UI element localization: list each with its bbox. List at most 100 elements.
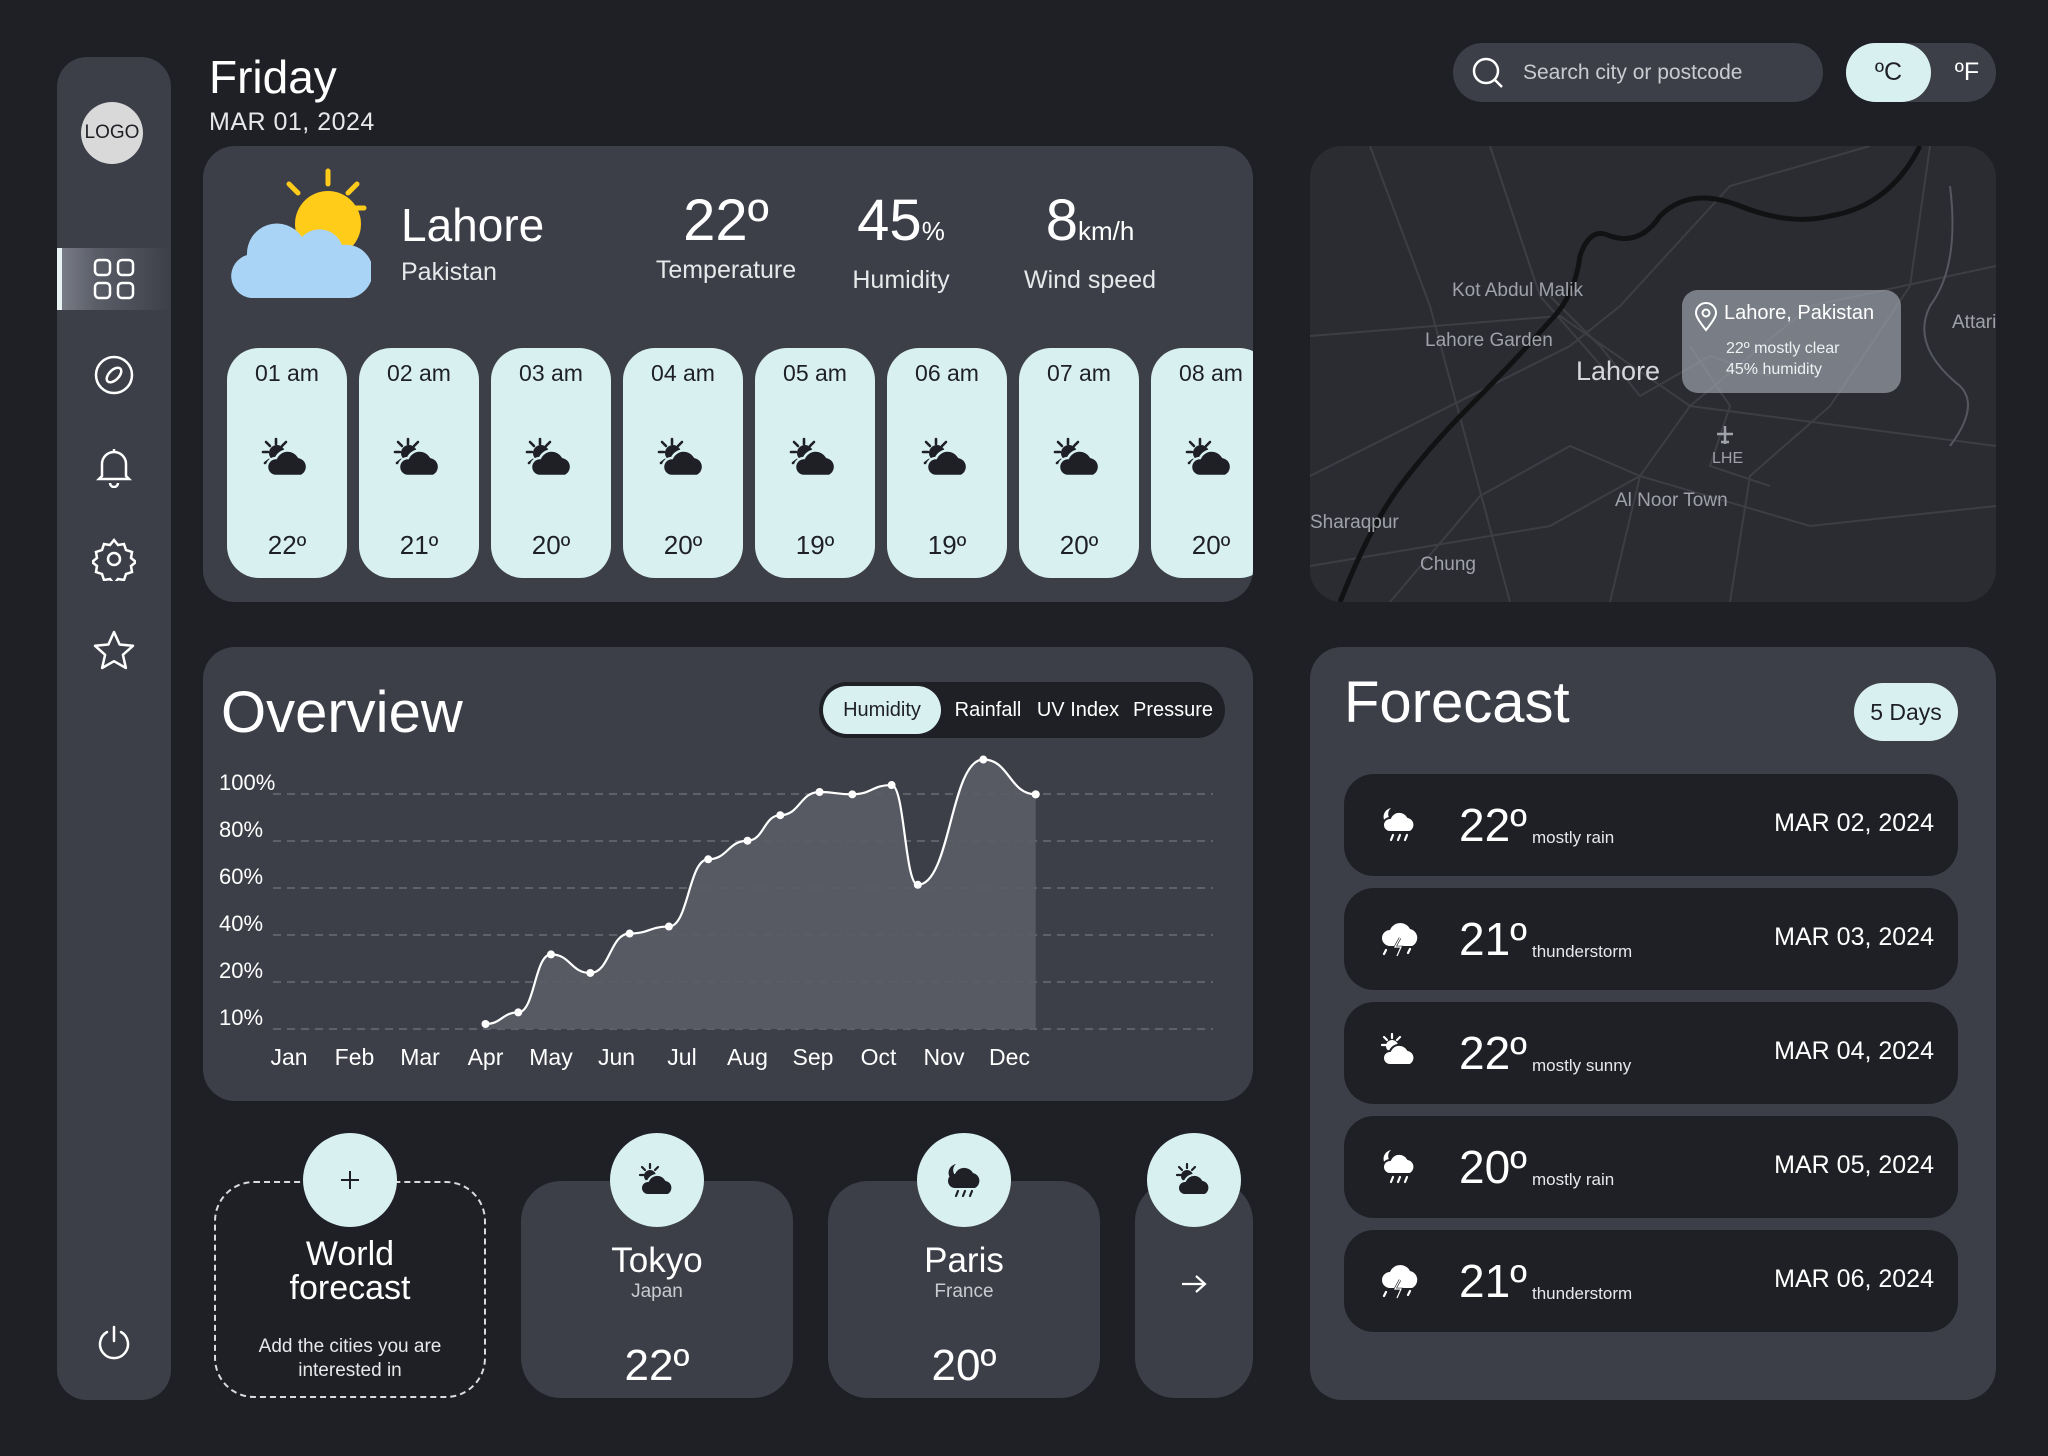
page-title: Friday bbox=[209, 51, 337, 103]
map-city-label: Lahore bbox=[1576, 356, 1661, 386]
chart-data-point bbox=[547, 950, 555, 959]
tab-pressure[interactable]: Pressure bbox=[1132, 698, 1214, 721]
forecast-range-button[interactable]: 5 Days bbox=[1854, 683, 1958, 741]
x-tick-label: Jul bbox=[667, 1044, 696, 1070]
add-city-button[interactable] bbox=[303, 1133, 397, 1227]
hour-time: 07 am bbox=[1047, 360, 1111, 386]
hour-temp: 19º bbox=[927, 530, 967, 560]
search-bar[interactable]: Search city or postcode bbox=[1453, 43, 1823, 102]
x-tick-label: Aug bbox=[727, 1044, 768, 1070]
chart-data-point bbox=[887, 781, 896, 790]
forecast-description: mostly rain bbox=[1532, 1170, 1615, 1189]
airport-icon bbox=[1717, 426, 1733, 444]
partly-sunny-icon bbox=[789, 437, 837, 478]
forecast-row[interactable]: 20º mostly rain MAR 05, 2024 bbox=[1344, 1116, 1958, 1218]
wind-unit: km/h bbox=[1077, 216, 1135, 246]
overview-title: Overview bbox=[221, 680, 463, 745]
tab-rainfall[interactable]: Rainfall bbox=[954, 698, 1022, 721]
partly-sunny-icon bbox=[1378, 1032, 1420, 1073]
chart-data-point bbox=[979, 755, 988, 764]
y-tick-label: 10% bbox=[219, 1005, 263, 1030]
chart-data-point bbox=[514, 1008, 523, 1017]
hour-card[interactable]: 02 am 21º bbox=[359, 348, 479, 578]
temperature-value: 22º bbox=[683, 188, 769, 253]
logo[interactable]: LOGO bbox=[81, 102, 143, 164]
x-tick-label: Feb bbox=[335, 1044, 375, 1070]
country-name: Pakistan bbox=[401, 258, 497, 286]
hour-temp: 20º bbox=[1191, 530, 1231, 560]
forecast-row[interactable]: 22º mostly rain MAR 02, 2024 bbox=[1344, 774, 1958, 876]
search-icon bbox=[1472, 57, 1503, 88]
hour-temp: 22º bbox=[267, 530, 307, 560]
tooltip-title: Lahore, Pakistan bbox=[1724, 302, 1875, 324]
next-arrow[interactable] bbox=[1135, 1273, 1253, 1300]
partly-sunny-icon bbox=[1185, 437, 1233, 478]
unit-toggle[interactable]: ºC ºF bbox=[1846, 43, 1996, 102]
airport-label: LHE bbox=[1712, 450, 1744, 467]
x-tick-label: Mar bbox=[400, 1044, 440, 1070]
current-date: MAR 01, 2024 bbox=[209, 108, 375, 136]
y-tick-label: 80% bbox=[219, 817, 263, 842]
world-forecast-card[interactable]: World forecast Add the cities you are in… bbox=[214, 1181, 486, 1398]
cloud-rain-moon-icon bbox=[1378, 1146, 1420, 1191]
chart-data-point bbox=[481, 1020, 490, 1028]
forecast-date: MAR 02, 2024 bbox=[1774, 809, 1934, 837]
search-input[interactable]: Search city or postcode bbox=[1523, 60, 1743, 84]
chart-data-point bbox=[664, 922, 673, 931]
sidebar: LOGO bbox=[57, 57, 171, 1400]
partly-sunny-icon bbox=[525, 437, 573, 478]
chart-data-point bbox=[848, 790, 857, 799]
map-label: Sharaqpur bbox=[1310, 512, 1399, 533]
temperature-label: Temperature bbox=[655, 256, 797, 284]
bell-icon bbox=[95, 449, 133, 488]
tooltip-humidity: 45% humidity bbox=[1726, 361, 1823, 378]
humidity-unit: % bbox=[921, 216, 945, 246]
city-weather-badge bbox=[610, 1133, 704, 1227]
tab-humidity[interactable]: Humidity bbox=[823, 686, 941, 734]
chart-data-point bbox=[776, 811, 785, 820]
partly-sunny-icon bbox=[1175, 1162, 1211, 1196]
hour-card[interactable]: 03 am 20º bbox=[491, 348, 611, 578]
power-icon bbox=[98, 1325, 130, 1360]
forecast-title: Forecast bbox=[1344, 670, 1570, 735]
power-button[interactable] bbox=[57, 1312, 171, 1374]
tab-uv-index[interactable]: UV Index bbox=[1036, 698, 1120, 721]
gear-icon bbox=[92, 537, 136, 581]
x-tick-label: Sep bbox=[793, 1044, 834, 1070]
forecast-temp: 22º bbox=[1459, 799, 1527, 851]
x-tick-label: Nov bbox=[924, 1044, 965, 1070]
sidebar-item-settings[interactable] bbox=[57, 528, 171, 590]
hour-card[interactable]: 06 am 19º bbox=[887, 348, 1007, 578]
sidebar-item-dashboard[interactable] bbox=[57, 248, 171, 310]
hour-card[interactable]: 07 am 20º bbox=[1019, 348, 1139, 578]
map-label: Attari bbox=[1952, 312, 1996, 333]
hour-card[interactable]: 01 am 22º bbox=[227, 348, 347, 578]
map-panel[interactable]: Kot Abdul Malik Lahore Garden Al Noor To… bbox=[1310, 146, 1996, 602]
hour-card[interactable]: 04 am 20º bbox=[623, 348, 743, 578]
forecast-description: thunderstorm bbox=[1532, 1284, 1633, 1303]
unit-celsius-button[interactable]: ºC bbox=[1846, 43, 1931, 102]
hour-time: 05 am bbox=[783, 360, 847, 386]
humidity-value: 45 bbox=[857, 188, 922, 253]
partly-sunny-icon bbox=[921, 437, 969, 478]
cloud-rain-moon-icon bbox=[948, 1164, 980, 1198]
y-tick-label: 100% bbox=[219, 770, 275, 795]
unit-fahrenheit-button[interactable]: ºF bbox=[1954, 58, 1980, 86]
forecast-temp: 21º bbox=[1459, 1255, 1527, 1307]
hour-card[interactable]: 08 am 20º bbox=[1151, 348, 1253, 578]
cloud-rain-moon-icon bbox=[1378, 804, 1420, 849]
forecast-row[interactable]: 21º thunderstorm MAR 06, 2024 bbox=[1344, 1230, 1958, 1332]
x-tick-label: Oct bbox=[861, 1044, 897, 1070]
hour-card[interactable]: 05 am 19º bbox=[755, 348, 875, 578]
y-tick-label: 60% bbox=[219, 864, 263, 889]
sidebar-item-explore[interactable] bbox=[57, 344, 171, 406]
sidebar-item-favorites[interactable] bbox=[57, 620, 171, 682]
y-tick-label: 20% bbox=[219, 958, 263, 983]
sidebar-item-notifications[interactable] bbox=[57, 436, 171, 498]
hour-time: 03 am bbox=[519, 360, 583, 386]
forecast-row[interactable]: 21º thunderstorm MAR 03, 2024 bbox=[1344, 888, 1958, 990]
chart-area-fill bbox=[485, 759, 1036, 1029]
forecast-date: MAR 06, 2024 bbox=[1774, 1265, 1934, 1293]
city-weather-badge bbox=[917, 1133, 1011, 1227]
forecast-row[interactable]: 22º mostly sunny MAR 04, 2024 bbox=[1344, 1002, 1958, 1104]
